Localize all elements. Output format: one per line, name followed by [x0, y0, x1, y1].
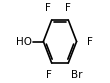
- Text: HO: HO: [16, 37, 32, 46]
- Text: Br: Br: [71, 70, 82, 80]
- Text: F: F: [46, 70, 52, 80]
- Text: F: F: [65, 3, 71, 13]
- Text: F: F: [45, 3, 51, 13]
- Text: F: F: [87, 37, 92, 46]
